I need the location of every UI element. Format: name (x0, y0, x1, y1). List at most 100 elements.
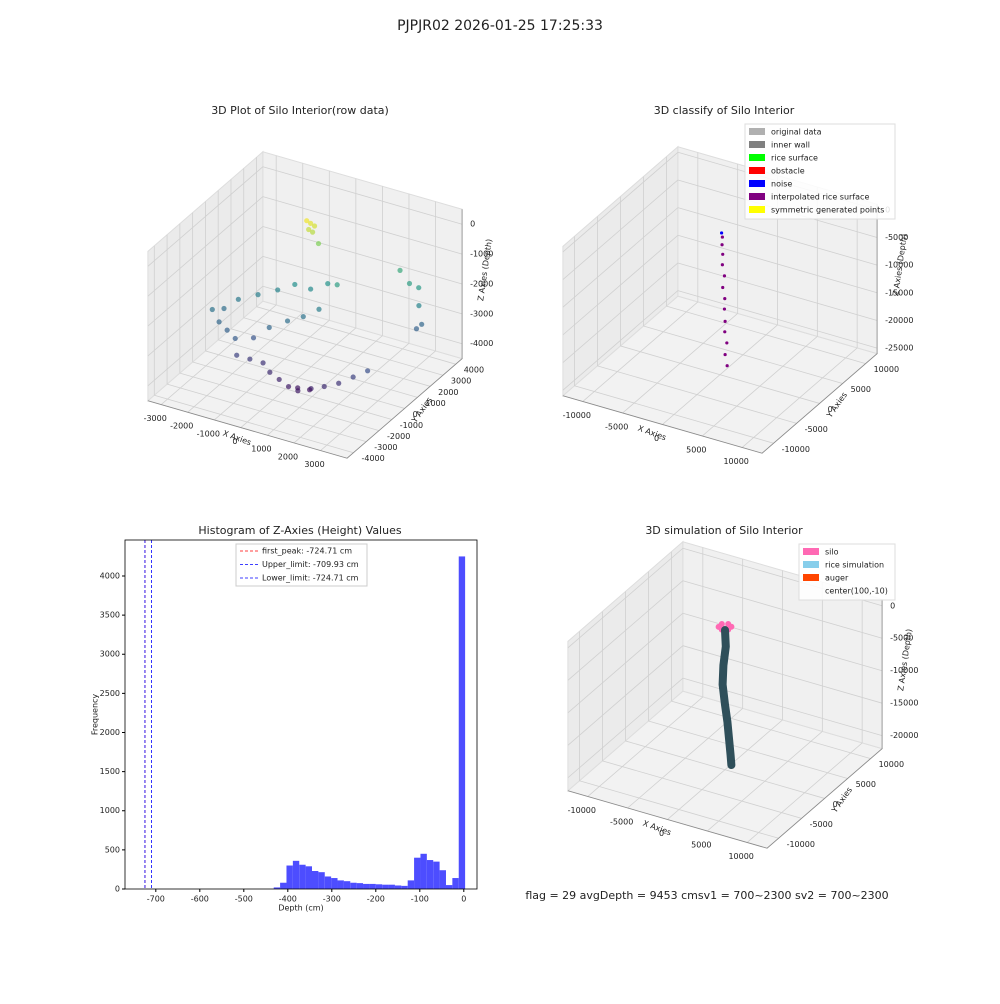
x-tick-label: -5000 (610, 817, 633, 826)
data-point (260, 360, 266, 366)
y-tick-label: -2000 (387, 432, 410, 441)
x-tick-label: 5000 (691, 840, 711, 849)
z-tick-label: -1000 (470, 250, 493, 259)
grid-line (643, 325, 843, 384)
bar (324, 876, 332, 889)
bar (286, 865, 293, 889)
grid-line (567, 547, 684, 649)
legend-swatch (803, 574, 819, 581)
x-tick-label: 2000 (278, 452, 298, 461)
data-point (723, 297, 727, 301)
grid-line (147, 226, 264, 327)
bar (394, 885, 402, 889)
grid-line (147, 285, 264, 387)
z-tick-label: -5000 (885, 233, 908, 242)
data-point (723, 330, 727, 334)
bar (407, 880, 415, 889)
y-tick-label: 0 (828, 405, 833, 414)
data-point (267, 369, 273, 375)
bar (433, 861, 440, 889)
grid-line (562, 234, 679, 336)
data-point (718, 621, 725, 628)
bar (375, 884, 383, 889)
grid-line (562, 179, 679, 280)
bar (331, 878, 338, 889)
legend-label: inner wall (771, 141, 810, 150)
bar (420, 853, 427, 889)
data-point (334, 282, 340, 288)
legend-label: rice surface (771, 154, 818, 163)
grid-line (567, 677, 684, 779)
data-point (721, 285, 725, 290)
grid-line (192, 361, 392, 420)
z-tick-label: 0 (470, 220, 475, 229)
bar (318, 872, 325, 889)
z-tick-label: -20000 (885, 316, 913, 325)
data-point (285, 383, 292, 390)
z-tick-label: -3000 (470, 309, 493, 318)
grid-line (682, 612, 883, 672)
legend-swatch (749, 141, 765, 148)
data-point (722, 274, 727, 278)
grid-line (602, 760, 802, 819)
legend-swatch (749, 193, 765, 200)
grid-line (147, 256, 264, 357)
y-tick-label: 5000 (851, 385, 871, 394)
x-axis-label: Depth (cm) (278, 904, 323, 913)
grid-line (262, 226, 463, 285)
grid-line (218, 339, 418, 398)
y-tick-label: -5000 (805, 425, 828, 434)
bar (292, 860, 300, 889)
y-tick-label: 1000 (100, 806, 120, 815)
data-point (722, 307, 727, 311)
y-tick-label: -3000 (374, 443, 397, 452)
data-point (250, 335, 257, 341)
legend-label: rice simulation (825, 561, 884, 570)
bar (343, 881, 351, 889)
x-tick-label: -1000 (197, 429, 220, 438)
grid-line (147, 196, 264, 297)
z-tick-label: -10000 (890, 666, 918, 675)
grid-line (562, 290, 679, 391)
y-tick-label: -10000 (782, 445, 810, 454)
bar (452, 878, 459, 889)
rice-surface (718, 626, 736, 770)
grid-line (562, 151, 679, 253)
x-tick-label: 0 (232, 437, 237, 446)
grid-line (677, 290, 878, 349)
x-tick-label: 10000 (728, 852, 753, 861)
z-tick-label: -25000 (885, 344, 913, 353)
data-point (308, 286, 314, 292)
data-point (310, 229, 316, 235)
grid-line (166, 383, 367, 443)
x-tick-label: -500 (235, 895, 253, 904)
y-tick-label: 10000 (874, 365, 899, 374)
data-point (321, 383, 327, 390)
data-point (316, 306, 322, 312)
data-point (350, 374, 356, 380)
legend-swatch (803, 561, 819, 568)
grid-line (262, 285, 463, 345)
grid-line (567, 612, 684, 714)
y-tick-label: 3500 (100, 611, 120, 620)
grid-line (682, 677, 883, 737)
data-point (284, 318, 291, 324)
data-point (311, 223, 318, 229)
x-tick-label: 0 (654, 434, 659, 443)
data-point (306, 226, 312, 233)
axis-line (567, 599, 883, 849)
grid-line (677, 234, 878, 294)
bar (363, 883, 370, 889)
axis-line (562, 204, 878, 454)
bar (299, 864, 306, 889)
grid-line (620, 345, 820, 404)
grid-line (154, 394, 354, 454)
chart-title: Histogram of Z-Axies (Height) Values (198, 524, 401, 537)
data-point (235, 296, 241, 302)
grid-line (205, 350, 405, 409)
data-point (306, 387, 313, 393)
bar (337, 880, 344, 889)
data-point (419, 321, 425, 327)
legend-label: auger (825, 574, 849, 583)
z-tick-label: -5000 (890, 634, 913, 643)
